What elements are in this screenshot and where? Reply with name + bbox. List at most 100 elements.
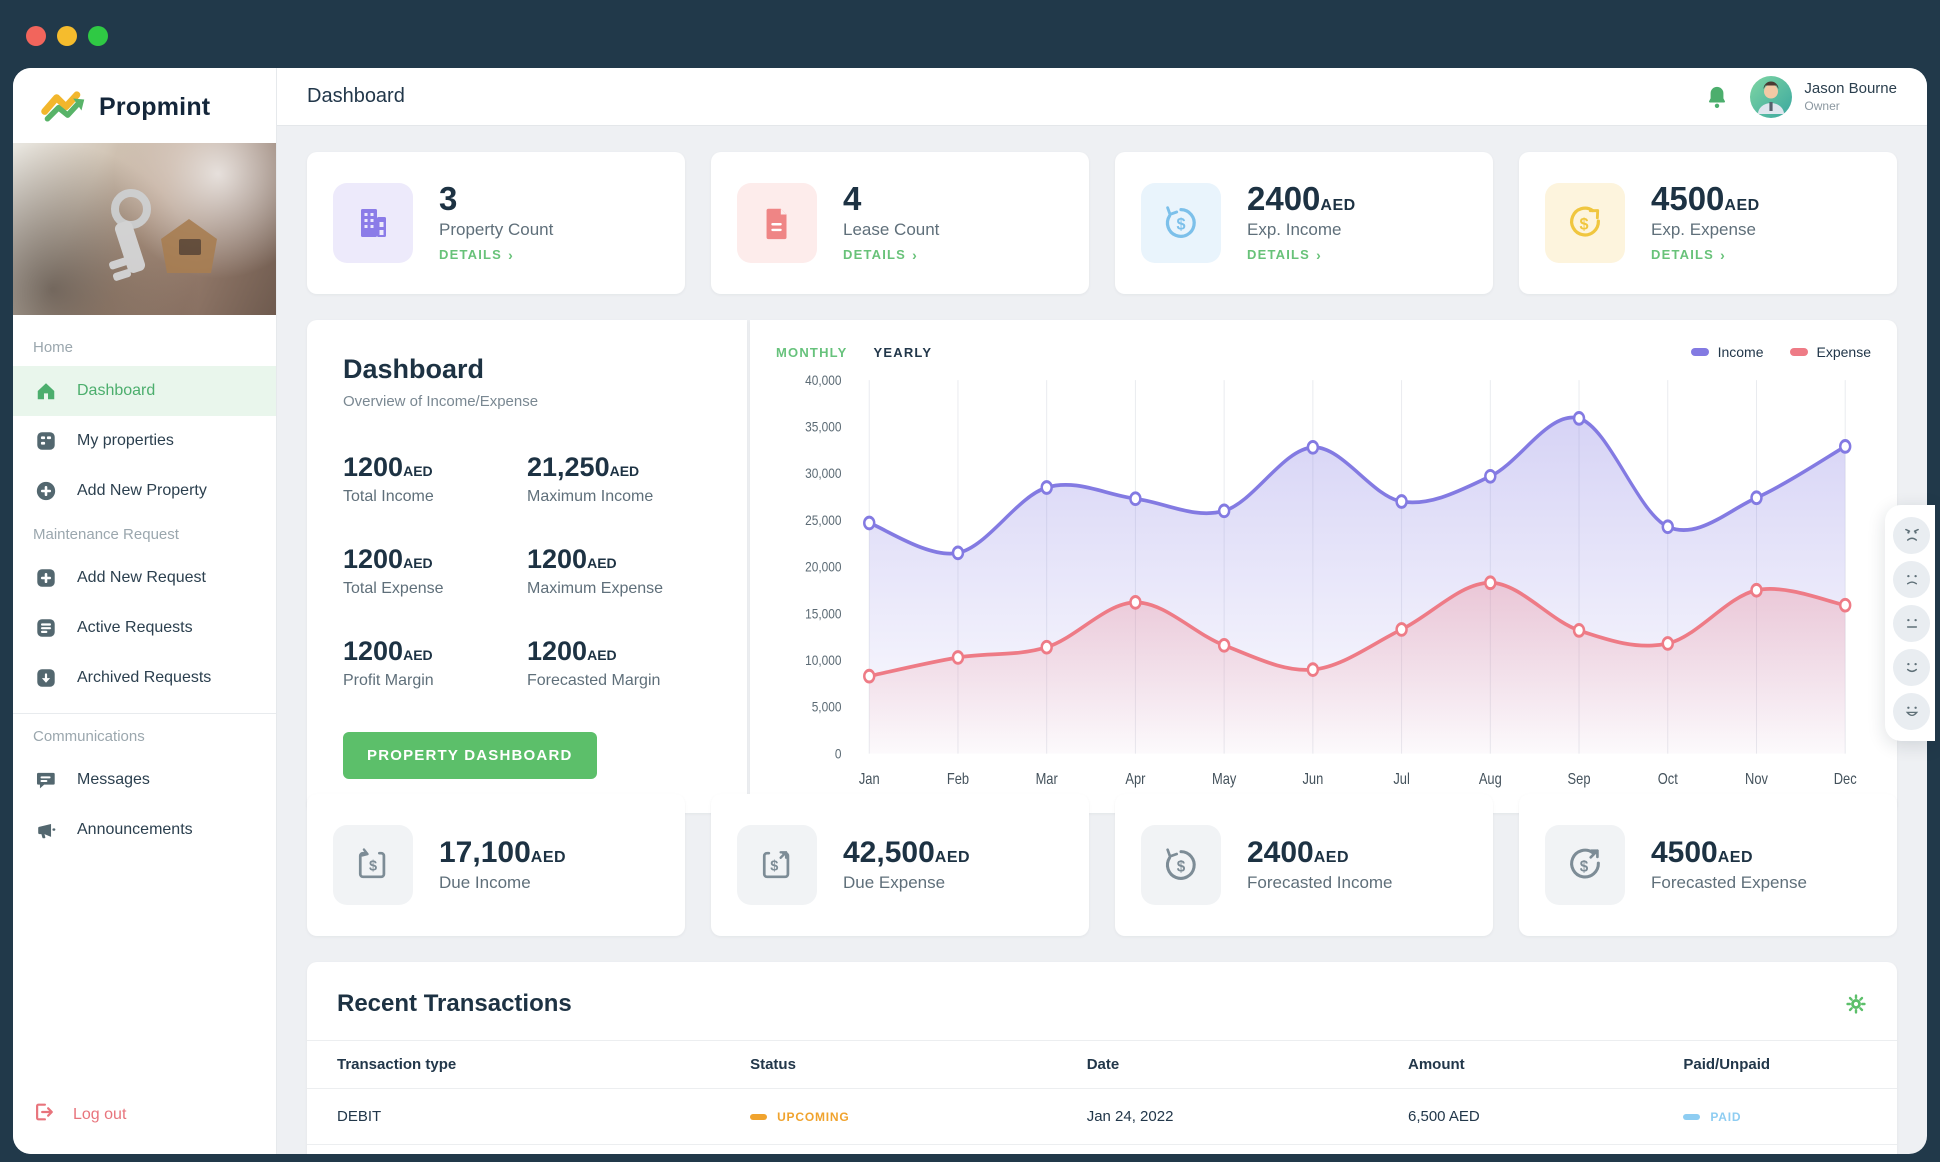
document-lines-icon: [33, 615, 59, 641]
propmint-logo-icon: [41, 86, 87, 129]
forecasted-income-icon: $: [1141, 825, 1221, 905]
maximize-window-button[interactable]: [88, 26, 108, 46]
svg-text:0: 0: [835, 745, 842, 761]
income-legend-swatch: [1690, 348, 1709, 356]
properties-grid-icon: [33, 428, 59, 454]
megaphone-icon: [33, 817, 59, 843]
grin-emoji-icon[interactable]: [1893, 692, 1930, 730]
svg-text:20,000: 20,000: [805, 559, 841, 575]
svg-text:Nov: Nov: [1745, 770, 1769, 787]
transactions-header-row: Transaction type Status Date Amount Paid…: [307, 1040, 1897, 1089]
chevron-right-icon: ›: [1316, 246, 1322, 263]
nav-section-home: Home: [33, 339, 74, 356]
chevron-right-icon: ›: [508, 246, 514, 263]
column-paid-unpaid: Paid/Unpaid: [1683, 1056, 1771, 1073]
stat-label: Property Count: [439, 219, 554, 239]
brand: Propmint: [13, 68, 276, 143]
expected-expense-card: $ 4500AED Exp. Expense DETAILS ›: [1519, 152, 1897, 294]
angry-emoji-icon[interactable]: [1893, 516, 1930, 554]
overview-stat: 1200AED Total Expense: [343, 544, 444, 598]
svg-text:May: May: [1212, 770, 1237, 787]
svg-text:Jan: Jan: [859, 770, 880, 787]
svg-text:Aug: Aug: [1479, 770, 1502, 787]
sidebar-item-label: Messages: [77, 771, 150, 788]
overview-stat: 1200AED Profit Margin: [343, 636, 434, 690]
sidebar-item-label: Archived Requests: [77, 669, 212, 686]
minimize-window-button[interactable]: [57, 26, 77, 46]
paid-badge: PAID: [1683, 1110, 1867, 1124]
svg-text:Dec: Dec: [1834, 770, 1857, 787]
stat-value: 2400: [1247, 179, 1321, 217]
logout-button[interactable]: Log out: [13, 1079, 276, 1154]
sidebar-item-dashboard[interactable]: Dashboard: [13, 366, 276, 416]
details-link[interactable]: DETAILS ›: [1651, 246, 1726, 263]
svg-text:Oct: Oct: [1658, 770, 1678, 787]
column-amount: Amount: [1407, 1056, 1465, 1073]
sidebar-nav: Home Dashboard My properties Add New Pro…: [13, 315, 276, 1154]
expense-refresh-icon: $: [1545, 183, 1625, 263]
recent-transactions-card: Recent Transactions Transaction type Sta…: [307, 962, 1897, 1154]
due-income-card: $ 17,100AED Due Income: [307, 794, 685, 936]
property-dashboard-button[interactable]: PROPERTY DASHBOARD: [343, 732, 597, 779]
sidebar-item-messages[interactable]: Messages: [13, 755, 276, 805]
column-transaction-type: Transaction type: [337, 1056, 457, 1073]
svg-text:Jun: Jun: [1302, 770, 1323, 787]
details-link[interactable]: DETAILS ›: [439, 246, 514, 263]
sidebar-item-label: My properties: [77, 432, 174, 449]
home-icon: [33, 378, 59, 404]
sidebar-item-archived-requests[interactable]: Archived Requests: [13, 653, 276, 703]
property-count-card: 3 Property Count DETAILS ›: [307, 152, 685, 294]
overview-panel: Dashboard Overview of Income/Expense 120…: [307, 320, 747, 813]
sidebar-divider: [13, 713, 276, 714]
tab-monthly[interactable]: MONTHLY: [776, 344, 848, 360]
overview-title: Dashboard: [343, 354, 485, 384]
svg-text:Apr: Apr: [1125, 770, 1145, 787]
smile-emoji-icon[interactable]: [1893, 648, 1930, 686]
chevron-right-icon: ›: [1720, 246, 1726, 263]
overview-stats: 1200AED Total Income 21,250AED Maximum Inc…: [343, 454, 711, 690]
forecasted-expense-card: $ 4500AED Forecasted Expense: [1519, 794, 1897, 936]
details-link[interactable]: DETAILS ›: [843, 246, 918, 263]
user-avatar: [1750, 75, 1793, 118]
sidebar-item-label: Dashboard: [77, 382, 156, 399]
svg-text:$: $: [1177, 859, 1186, 876]
transaction-row[interactable]: DEBIT UPCOMING Jan 24, 2022 6,500 AED PA…: [307, 1089, 1897, 1145]
stat-value: 4: [843, 179, 862, 217]
sad-emoji-icon[interactable]: [1893, 560, 1930, 598]
archive-down-icon: [33, 665, 59, 691]
stat-label: Exp. Expense: [1651, 219, 1756, 239]
app-window: Propmint Home Dashboard: [13, 68, 1927, 1154]
svg-text:$: $: [770, 858, 778, 874]
sidebar-item-add-new-request[interactable]: Add New Request: [13, 553, 276, 603]
sidebar-item-label: Add New Property: [77, 482, 207, 499]
upcoming-dash-icon: [750, 1113, 768, 1120]
neutral-emoji-icon[interactable]: [1893, 604, 1930, 642]
svg-text:5,000: 5,000: [812, 699, 842, 715]
sidebar-photo: [13, 143, 276, 315]
legend-income[interactable]: Income: [1690, 344, 1764, 360]
svg-text:15,000: 15,000: [805, 605, 841, 621]
feedback-widget: [1885, 505, 1935, 741]
sidebar-item-my-properties[interactable]: My properties: [13, 416, 276, 466]
chart-panel: MONTHLY YEARLY Income Expense 0 5,000 10,0…: [750, 320, 1897, 813]
logout-icon: [33, 1101, 55, 1128]
user-menu[interactable]: Jason Bourne Owner: [1750, 75, 1897, 118]
tab-yearly[interactable]: YEARLY: [873, 344, 933, 360]
svg-text:25,000: 25,000: [805, 512, 841, 528]
sidebar-item-add-new-property[interactable]: Add New Property: [13, 466, 276, 516]
sidebar-item-announcements[interactable]: Announcements: [13, 805, 276, 855]
overview-stat: 1200AED Maximum Expense: [527, 544, 664, 598]
notifications-bell-icon[interactable]: [1706, 85, 1728, 109]
sidebar-item-label: Announcements: [77, 821, 193, 838]
square-plus-icon: [33, 565, 59, 591]
building-icon: [333, 183, 413, 263]
details-link[interactable]: DETAILS ›: [1247, 246, 1322, 263]
legend-expense[interactable]: Expense: [1789, 344, 1871, 360]
close-window-button[interactable]: [26, 26, 46, 46]
stat-value: 4500: [1651, 179, 1725, 217]
transaction-row[interactable]: DEBIT UPCOMING Jan 24, 2022 6,500 AED PA…: [307, 1145, 1897, 1154]
income-expense-chart: 0 5,000 10,000 15,000 20,000 25,000 30,000 35,0…: [776, 366, 1871, 803]
gear-icon[interactable]: [1845, 993, 1867, 1015]
nav-section-communications: Communications: [33, 728, 145, 745]
sidebar-item-active-requests[interactable]: Active Requests: [13, 603, 276, 653]
